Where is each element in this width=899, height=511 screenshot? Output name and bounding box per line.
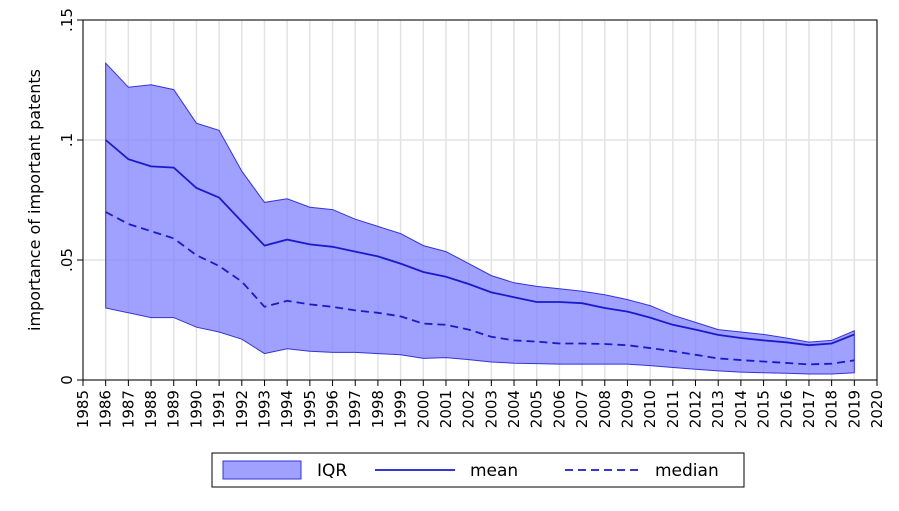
x-tick-label: 2010 <box>641 390 659 428</box>
plot-frame <box>82 19 878 381</box>
x-tick-label: 2001 <box>437 390 455 428</box>
legend-iqr-label: IQR <box>317 461 347 481</box>
legend-mean-label: mean <box>470 461 518 481</box>
x-tick-label: 2016 <box>777 390 795 428</box>
y-axis: 0 .05 .1 .15 <box>58 8 83 385</box>
x-tick-label: 2009 <box>618 390 636 428</box>
y-tick-label: .05 <box>58 248 76 272</box>
x-tick-label: 2014 <box>732 390 750 428</box>
x-tick-label: 1995 <box>301 390 319 428</box>
x-tick-label: 2004 <box>505 390 523 428</box>
x-tick-label: 2006 <box>550 390 568 428</box>
x-tick-label: 1989 <box>165 390 183 428</box>
x-tick-label: 1988 <box>142 390 160 428</box>
x-tick-label: 2013 <box>709 390 727 428</box>
mean-line <box>105 139 855 347</box>
x-tick-label: 1999 <box>392 390 410 428</box>
y-tick-label: 0 <box>58 375 76 385</box>
y-axis-title: importance of important patents <box>25 69 44 331</box>
x-tick-label: 2005 <box>528 390 546 428</box>
x-tick-label: 1997 <box>346 390 364 428</box>
legend-median-label: median <box>655 461 719 481</box>
median-line <box>105 211 855 366</box>
x-tick-label: 1990 <box>187 390 205 428</box>
legend-iqr-swatch <box>222 460 302 480</box>
x-tick-label: 1986 <box>97 390 115 428</box>
x-tick-label: 2018 <box>823 390 841 428</box>
x-tick-label: 1998 <box>369 390 387 428</box>
x-tick-label: 1994 <box>278 390 296 428</box>
x-tick-label: 2019 <box>845 390 863 428</box>
chart-marks <box>105 61 855 375</box>
x-tick-label: 2015 <box>755 390 773 428</box>
x-tick-label: 1992 <box>233 390 251 428</box>
x-axis: 1985 1986 1987 1988 1989 1990 1991 1992 1993 1994… <box>74 380 886 428</box>
x-tick-label: 1987 <box>119 390 137 428</box>
iqr-band <box>105 61 855 375</box>
x-tick-label: 1996 <box>324 390 342 428</box>
x-tick-label: 1993 <box>255 390 273 428</box>
x-tick-label: 2002 <box>460 390 478 428</box>
x-tick-label: 2017 <box>800 390 818 428</box>
x-tick-label: 2003 <box>482 390 500 428</box>
x-tick-label: 1991 <box>210 390 228 428</box>
y-tick-label: .15 <box>58 8 76 32</box>
x-tick-label: 2020 <box>868 390 886 428</box>
x-tick-label: 2008 <box>596 390 614 428</box>
x-tick-label: 2000 <box>414 390 432 428</box>
x-tick-label: 2011 <box>664 390 682 428</box>
legend: IQR mean median <box>211 452 745 488</box>
x-tick-label: 2012 <box>687 390 705 428</box>
x-tick-label: 1985 <box>74 390 92 428</box>
y-tick-label: .1 <box>58 133 76 147</box>
x-tick-label: 2007 <box>573 390 591 428</box>
